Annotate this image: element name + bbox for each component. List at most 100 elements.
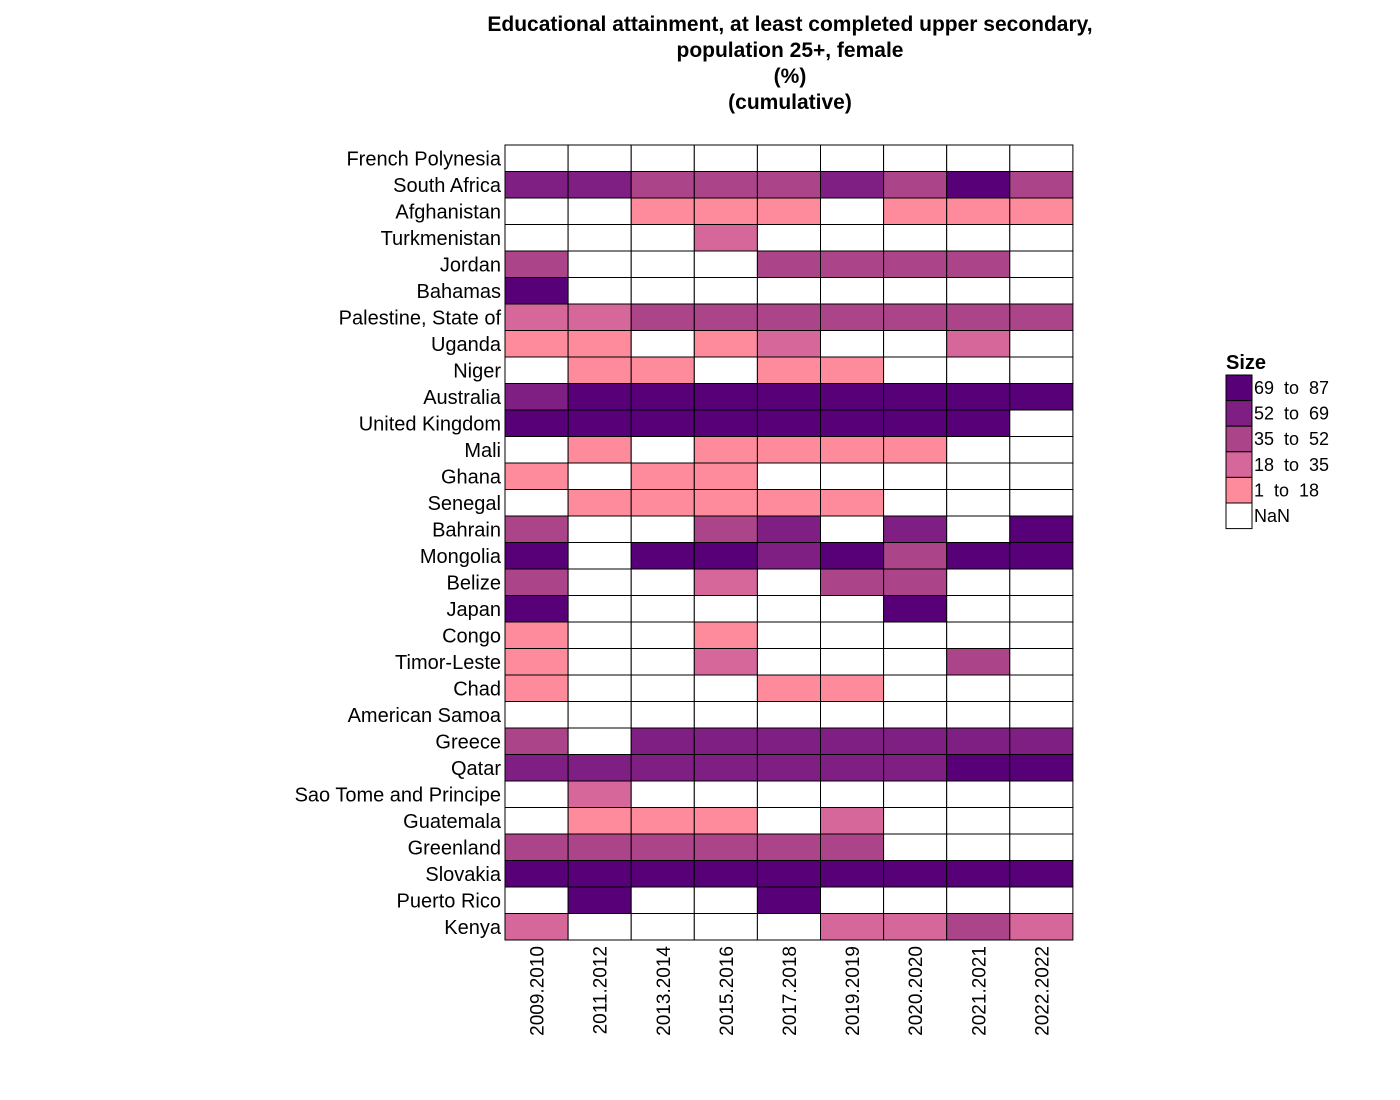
legend-swatch [1225, 451, 1253, 478]
legend: Size 69 to 87 52 to 69 35 to 52 18 to 35 1 to… [1225, 352, 1329, 530]
heatmap-cell [504, 197, 569, 225]
heatmap-cell [883, 860, 948, 888]
heatmap-cell [567, 886, 632, 914]
column-labels: 2009.2010 2011.2012 2013.2014 2015.2016 2017… [528, 946, 1054, 1036]
heatmap-cell [946, 515, 1011, 543]
heatmap-cell [756, 436, 822, 464]
heatmap-cell [946, 330, 1011, 358]
row-label: Japan [447, 599, 502, 621]
heatmap-cell [1009, 489, 1074, 517]
heatmap-cell [1009, 250, 1074, 278]
heatmap-cell [1009, 356, 1074, 384]
heatmap-cell [756, 489, 822, 517]
heatmap-cell [567, 303, 632, 331]
heatmap-cell [1009, 197, 1074, 225]
heatmap-cell [820, 462, 885, 490]
row-label: Ghana [441, 466, 502, 488]
heatmap-cell [630, 727, 695, 755]
heatmap-cell [820, 780, 885, 808]
heatmap-cell [946, 277, 1011, 305]
row-label: Congo [442, 625, 501, 647]
heatmap-cell [630, 833, 695, 861]
heatmap-cell [883, 515, 948, 543]
row-label: Chad [453, 678, 501, 700]
heatmap-cell [820, 860, 885, 888]
heatmap-cell [883, 356, 948, 384]
heatmap-cell [946, 303, 1011, 331]
heatmap-cell [693, 277, 758, 305]
heatmap-cell [567, 489, 632, 517]
heatmap-cell [504, 515, 569, 543]
heatmap-cell [820, 409, 885, 437]
heatmap-cell [693, 171, 758, 199]
heatmap-cell [820, 674, 885, 702]
heatmap-cell [567, 171, 632, 199]
heatmap-cell [1009, 913, 1074, 941]
heatmap-cell [820, 277, 885, 305]
heatmap-cell [756, 224, 822, 252]
heatmap-cell [820, 250, 885, 278]
heatmap-cell [504, 330, 569, 358]
row-label: Sao Tome and Principe [295, 784, 501, 806]
heatmap-cell [567, 833, 632, 861]
heatmap-cell [504, 727, 569, 755]
heatmap-cell [820, 913, 885, 941]
column-label: 2013.2014 [654, 946, 675, 1036]
row-label: Niger [453, 360, 501, 382]
heatmap-cell [504, 833, 569, 861]
heatmap-cell [630, 674, 695, 702]
heatmap-cell [883, 171, 948, 199]
heatmap-cell [693, 807, 758, 835]
heatmap-cell [693, 330, 758, 358]
heatmap-cell [630, 621, 695, 649]
heatmap-cell [567, 383, 632, 411]
heatmap-cell [1009, 330, 1074, 358]
heatmap-cell [1009, 621, 1074, 649]
heatmap-cell [630, 913, 695, 941]
heatmap-cell [820, 303, 885, 331]
heatmap-cell [630, 462, 695, 490]
heatmap-cell [567, 621, 632, 649]
heatmap-cell [567, 807, 632, 835]
column-label: 2020.2020 [906, 946, 927, 1036]
legend-swatch [1225, 502, 1253, 530]
heatmap-cell [820, 489, 885, 517]
heatmap-cell [946, 621, 1011, 649]
heatmap-cell [883, 303, 948, 331]
heatmap-cell [1009, 701, 1074, 729]
legend-label: 1 to 18 [1254, 480, 1319, 500]
heatmap-cell [567, 197, 632, 225]
heatmap-cell [883, 648, 948, 676]
heatmap-cell [756, 542, 822, 570]
heatmap-cell [883, 462, 948, 490]
heatmap-cell [567, 701, 632, 729]
heatmap-cell [820, 621, 885, 649]
heatmap-cell [693, 595, 758, 623]
heatmap-cell [756, 674, 822, 702]
heatmap-cell [630, 356, 695, 384]
heatmap-cell [504, 542, 569, 570]
heatmap-cell [883, 595, 948, 623]
heatmap-cell [693, 913, 758, 941]
heatmap-cell [820, 515, 885, 543]
heatmap-cell [883, 277, 948, 305]
heatmap-cell [567, 913, 632, 941]
heatmap-cell [820, 542, 885, 570]
heatmap-cell [504, 436, 569, 464]
heatmap-cell [946, 144, 1011, 172]
heatmap-cell [756, 807, 822, 835]
heatmap-cell [1009, 409, 1074, 437]
row-label: American Samoa [348, 705, 502, 727]
heatmap-cell [693, 727, 758, 755]
heatmap-cell [630, 886, 695, 914]
heatmap-cell [756, 356, 822, 384]
heatmap-cell [756, 330, 822, 358]
column-label: 2015.2016 [717, 946, 738, 1036]
heatmap-cell [883, 754, 948, 782]
heatmap-cell [567, 144, 632, 172]
heatmap-cell [946, 171, 1011, 199]
column-label: 2011.2012 [591, 946, 612, 1034]
heatmap-cell [630, 224, 695, 252]
heatmap-cell [820, 833, 885, 861]
heatmap-cell [756, 886, 822, 914]
